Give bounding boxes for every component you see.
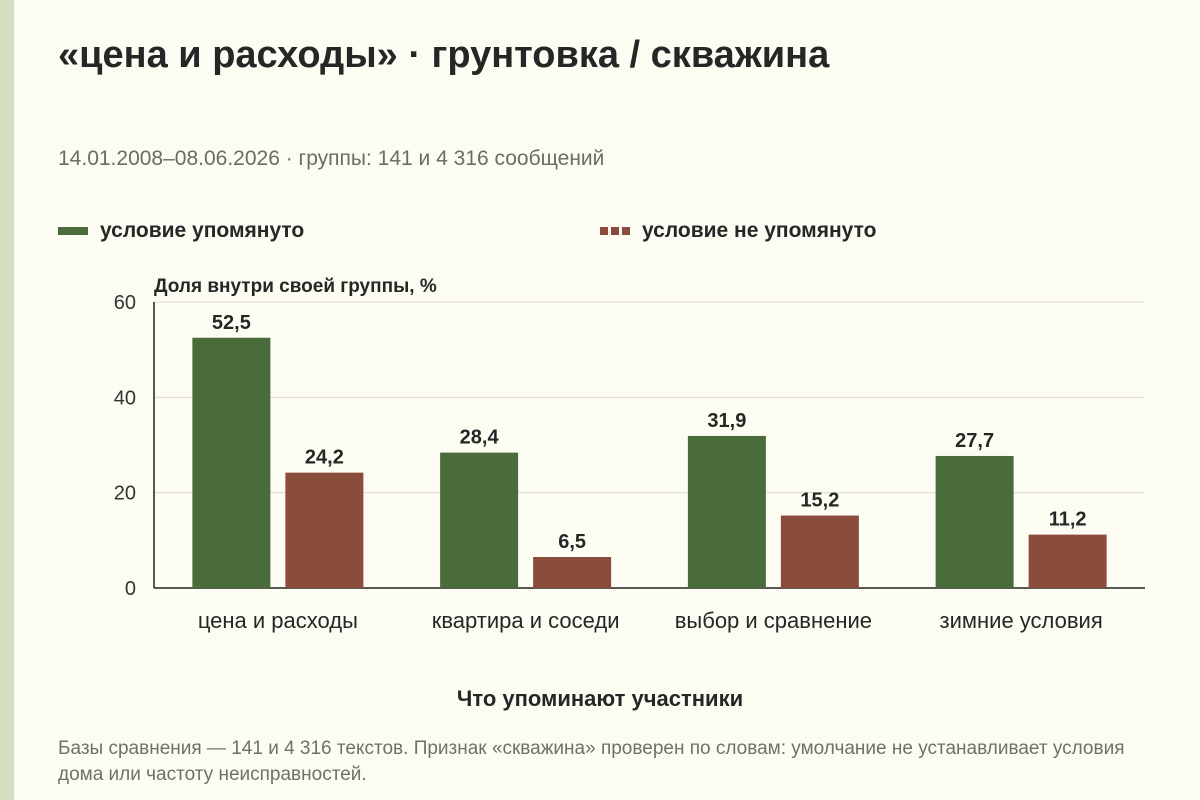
y-tick-label: 20 <box>114 483 136 505</box>
x-tick-label: выбор и сравнение <box>675 608 872 633</box>
chart-title: «цена и расходы» · грунтовка / скважина <box>58 34 830 76</box>
left-accent-strip <box>0 0 14 800</box>
legend-item-mentioned: условие упомянуто <box>58 219 304 243</box>
legend-label-not-mentioned: условие не упомянуто <box>642 219 877 242</box>
footnote: Базы сравнения — 141 и 4 316 текстов. Пр… <box>58 738 1125 785</box>
y-tick-label: 60 <box>114 292 136 314</box>
chart-subtitle: 14.01.2008–08.06.2026 · группы: 141 и 4 … <box>58 147 605 170</box>
bar-not-mentioned <box>285 472 364 588</box>
legend-item-not-mentioned: условие не упомянуто <box>600 219 876 243</box>
bar-value-label: 27,7 <box>955 430 994 452</box>
bar-not-mentioned <box>780 515 859 588</box>
bar-value-label: 6,5 <box>558 531 586 553</box>
bar-not-mentioned <box>1028 534 1107 588</box>
y-tick-label: 40 <box>114 387 136 409</box>
legend-swatch-mentioned <box>58 227 88 235</box>
bar-mentioned <box>935 455 1014 588</box>
bar-value-label: 28,4 <box>460 427 500 449</box>
y-axis-title: Доля внутри своей группы, % <box>154 276 437 297</box>
legend-swatch-not-mentioned <box>600 227 630 235</box>
bar-value-label: 52,5 <box>212 312 251 334</box>
bar-value-label: 15,2 <box>800 490 839 512</box>
bar-value-label: 11,2 <box>1049 509 1087 531</box>
x-tick-label: зимние условия <box>940 608 1103 633</box>
y-tick-label: 0 <box>125 578 136 600</box>
bar-chart: Доля внутри своей группы, % 0 20 40 60 52,5 24… <box>114 276 1145 633</box>
x-tick-label: цена и расходы <box>198 608 358 633</box>
legend-label-mentioned: условие упомянуто <box>100 219 305 242</box>
bar-mentioned <box>440 452 519 588</box>
bar-not-mentioned <box>533 557 612 588</box>
bar-mentioned <box>687 435 766 588</box>
bar-mentioned <box>192 337 271 588</box>
x-tick-label: квартира и соседи <box>432 608 620 633</box>
bar-value-label: 31,9 <box>707 410 746 432</box>
bar-value-label: 24,2 <box>305 447 344 469</box>
x-axis-title: Что упоминают участники <box>456 686 744 711</box>
